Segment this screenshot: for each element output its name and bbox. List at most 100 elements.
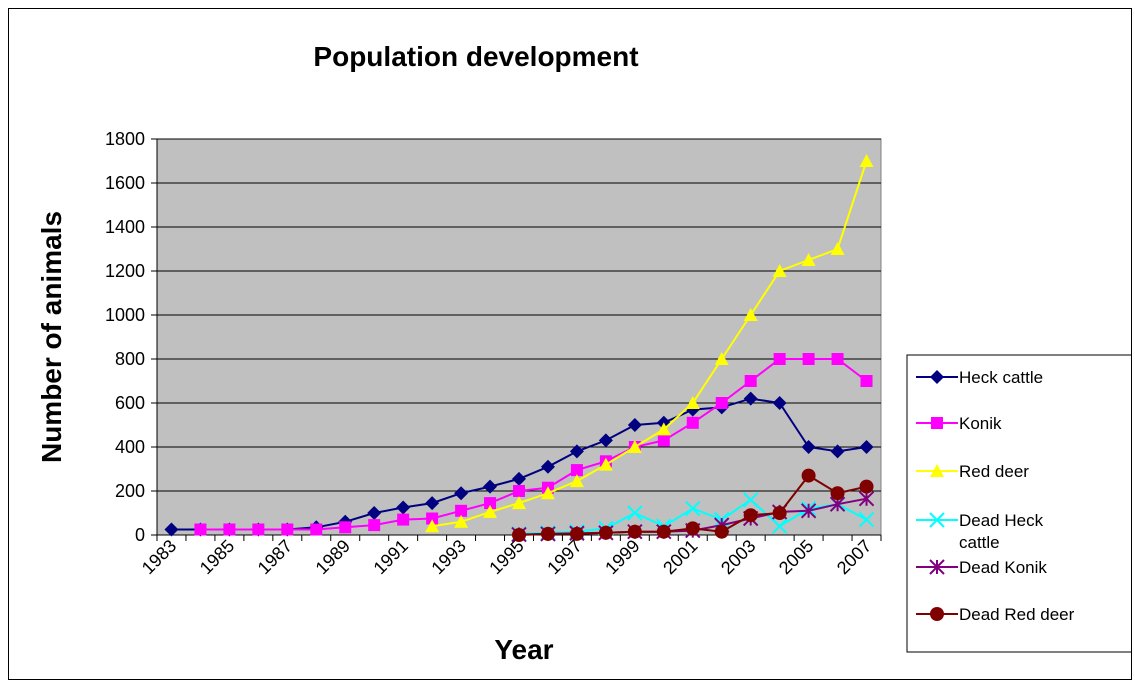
data-point xyxy=(569,474,584,488)
x-tick-label: 1985 xyxy=(196,536,238,578)
data-point xyxy=(194,523,207,536)
data-point xyxy=(801,468,816,483)
data-point xyxy=(484,497,497,510)
legend-label: cattle xyxy=(959,533,1000,552)
data-point xyxy=(831,353,844,365)
data-point xyxy=(223,523,236,536)
y-axis-title: Number of animals xyxy=(36,211,67,463)
legend-item: Dead Heck cattle xyxy=(916,511,1044,552)
data-point xyxy=(627,418,642,432)
legend-label: Red deer xyxy=(959,462,1029,481)
data-point xyxy=(454,486,469,501)
legend-box xyxy=(906,354,1135,653)
legend-item: Heck cattle xyxy=(916,368,1043,387)
x-tick-label: 1997 xyxy=(543,536,585,578)
data-point xyxy=(800,503,817,519)
data-point xyxy=(512,471,526,486)
data-point xyxy=(830,444,845,459)
x-axis: 1983 1985 1987 1989 1991 1993 1995 1997 1999 2001… xyxy=(138,534,882,578)
gridlines xyxy=(157,138,881,492)
data-point xyxy=(513,485,525,497)
x-tick-label: 1991 xyxy=(370,536,412,578)
data-point xyxy=(773,353,786,365)
data-point xyxy=(426,512,439,525)
x-tick-label: 1987 xyxy=(254,536,296,578)
data-point xyxy=(425,519,440,533)
data-point xyxy=(686,416,699,429)
data-point xyxy=(281,523,294,536)
data-point xyxy=(772,264,787,277)
data-point xyxy=(802,353,815,365)
data-point xyxy=(396,500,411,515)
data-point xyxy=(569,526,584,541)
data-point xyxy=(252,523,265,536)
data-point xyxy=(801,253,816,266)
x-tick-label: 2005 xyxy=(775,536,817,578)
y-tick-label: 600 xyxy=(115,393,145,413)
data-point xyxy=(397,513,410,526)
y-tick-label: 1200 xyxy=(105,261,145,281)
data-point xyxy=(742,492,759,508)
data-point xyxy=(570,464,583,477)
legend-label: Heck cattle xyxy=(959,368,1043,387)
series-dead-red-deer xyxy=(512,468,874,542)
legend-item: Konik xyxy=(916,414,1002,433)
data-point xyxy=(744,375,757,387)
legend-item: Red deer xyxy=(916,462,1029,481)
data-point xyxy=(858,490,875,507)
data-point xyxy=(569,444,584,459)
data-point xyxy=(656,524,671,539)
data-point xyxy=(656,422,671,436)
series-red-deer xyxy=(425,154,874,533)
data-point xyxy=(714,524,729,539)
y-tick-label: 1000 xyxy=(105,305,145,325)
data-point xyxy=(685,521,700,536)
data-point xyxy=(685,500,701,517)
data-point xyxy=(627,505,643,521)
data-point xyxy=(339,521,352,534)
y-tick-label: 0 xyxy=(135,525,145,545)
data-point xyxy=(425,496,440,511)
data-point xyxy=(743,308,758,321)
data-point xyxy=(540,459,555,474)
data-point xyxy=(164,522,179,537)
data-point xyxy=(830,242,845,255)
data-point xyxy=(455,504,468,517)
y-tick-label: 1400 xyxy=(105,217,145,237)
series-layer xyxy=(164,154,875,543)
x-tick-label: 1993 xyxy=(427,536,469,578)
data-point xyxy=(454,514,469,528)
data-point xyxy=(657,434,670,447)
y-axis: 0 200 400 600 800 1000 1200 1400 1600 1800 xyxy=(105,129,158,545)
data-point xyxy=(772,506,787,520)
x-tick-label: 2003 xyxy=(717,536,759,578)
y-tick-label: 800 xyxy=(115,349,145,369)
data-point xyxy=(483,504,498,518)
data-point xyxy=(310,523,323,536)
chart-title: Population development xyxy=(313,41,638,72)
x-tick-label: 1999 xyxy=(601,536,643,578)
legend-item: Dead Red deer xyxy=(916,605,1075,624)
data-point xyxy=(598,457,613,471)
data-point xyxy=(743,391,758,406)
data-point xyxy=(598,433,613,448)
data-point xyxy=(512,528,526,542)
y-tick-label: 200 xyxy=(115,481,145,501)
y-tick-label: 1600 xyxy=(105,173,145,193)
data-point xyxy=(685,396,700,409)
data-point xyxy=(830,486,845,501)
data-point xyxy=(540,486,555,500)
y-tick-label: 400 xyxy=(115,437,145,457)
x-tick-label: 2007 xyxy=(833,536,875,578)
legend-marker xyxy=(931,417,943,429)
y-tick-label: 1800 xyxy=(105,129,145,149)
data-point xyxy=(714,352,729,365)
legend-label: Dead Red deer xyxy=(959,605,1075,624)
data-point xyxy=(859,479,874,494)
data-point xyxy=(627,440,642,453)
data-point xyxy=(859,440,874,454)
data-point xyxy=(859,154,874,167)
data-point xyxy=(368,519,381,532)
series-line xyxy=(431,160,868,528)
